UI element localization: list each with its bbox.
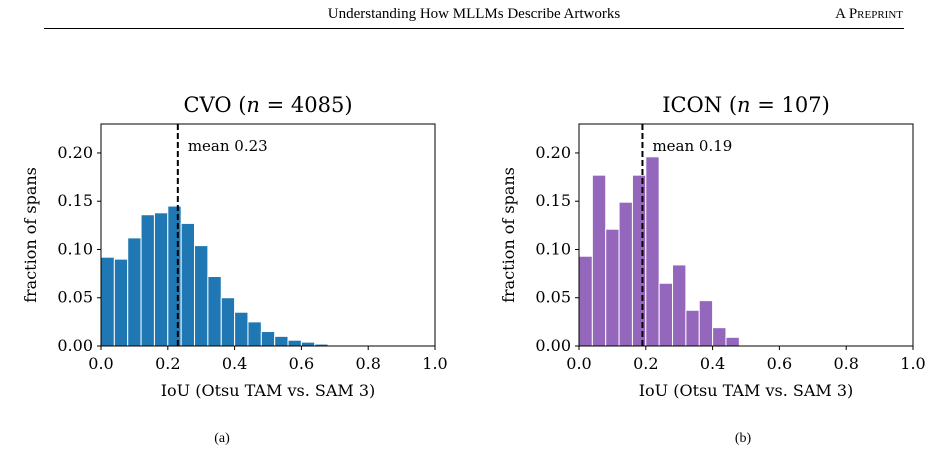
panel-b-bar bbox=[645, 156, 660, 347]
panel-a-axes-frame bbox=[100, 123, 436, 347]
panel-b-x-tick-label: 1.0 bbox=[900, 354, 925, 373]
panel-b-bar bbox=[605, 228, 620, 347]
panel-a-bar bbox=[113, 258, 129, 347]
panel-b-title-n: n bbox=[737, 93, 751, 117]
panel-a-bar bbox=[274, 335, 289, 347]
header-rule bbox=[44, 28, 904, 29]
panel-a-bar bbox=[100, 256, 115, 347]
panel-a-title-n: ( bbox=[238, 93, 246, 117]
panel-a-x-axis-label: IoU (Otsu TAM vs. SAM 3) bbox=[161, 381, 376, 400]
panel-b-mean-label: mean 0.19 bbox=[652, 137, 732, 155]
panel-b-y-tick-label: 0.15 bbox=[535, 191, 571, 210]
panel-a-bar bbox=[234, 311, 249, 347]
panel-b-y-axis-label: fraction of spans bbox=[499, 167, 518, 303]
running-title: Understanding How MLLMs Describe Artwork… bbox=[327, 6, 621, 22]
panel-a-y-tick-label: 0.20 bbox=[57, 143, 93, 162]
panel-a-bar bbox=[260, 331, 276, 347]
panel-b-title-n: ( bbox=[729, 93, 737, 117]
panel-b-y-tick-label: 0.20 bbox=[535, 143, 571, 162]
panel-a-x-tick-label: 0.8 bbox=[355, 354, 380, 373]
panel-b-bar bbox=[658, 282, 674, 347]
panel-b-y-tick-label: 0.10 bbox=[535, 239, 571, 258]
panel-a-bar bbox=[153, 212, 169, 347]
panel-a-x-tick-label: 0.4 bbox=[222, 354, 247, 373]
caption-b: (b) bbox=[734, 431, 752, 446]
panel-b-axes-frame bbox=[578, 123, 914, 347]
panel-b-x-tick-label: 0.6 bbox=[767, 354, 792, 373]
panel-b-bar bbox=[712, 327, 727, 347]
panel-a-bar bbox=[247, 321, 262, 347]
panel-b-title-n: = 107) bbox=[751, 93, 830, 117]
preprint-label: A Preprint bbox=[835, 6, 903, 22]
page-header: Understanding How MLLMs Describe Artwork… bbox=[0, 0, 948, 44]
panel-b-bar bbox=[698, 300, 714, 347]
panel-b-title-main: ICON bbox=[662, 93, 729, 117]
panel-a-title-main: CVO bbox=[183, 93, 238, 117]
panel-a-x-tick-label: 0.2 bbox=[155, 354, 180, 373]
panel-b-y-tick-label: 0.00 bbox=[535, 336, 571, 355]
caption-a: (a) bbox=[214, 431, 230, 446]
panel-a-y-tick-label: 0.10 bbox=[57, 239, 93, 258]
panel-b-y-tick-label: 0.05 bbox=[535, 288, 571, 307]
panel-a-x-tick-label: 1.0 bbox=[422, 354, 447, 373]
panel-a-title-n: = 4085) bbox=[260, 93, 353, 117]
panel-a-bar bbox=[180, 222, 196, 347]
panel-b-bar bbox=[578, 255, 593, 347]
panel-b-bar bbox=[631, 174, 647, 347]
panel-a-y-tick-label: 0.00 bbox=[57, 336, 93, 355]
panel-b-x-tick-label: 0.4 bbox=[700, 354, 725, 373]
panel-b-bar bbox=[725, 336, 740, 347]
panel-a-y-tick-label: 0.05 bbox=[57, 288, 93, 307]
panel-a-x-tick-label: 0.0 bbox=[88, 354, 113, 373]
panel-b-x-tick-label: 0.0 bbox=[566, 354, 591, 373]
panel-a-y-tick-label: 0.15 bbox=[57, 191, 93, 210]
panel-a-bar bbox=[194, 245, 209, 347]
panel-a-bar bbox=[220, 297, 236, 347]
panel-b-bar bbox=[685, 309, 700, 347]
panel-a-bar bbox=[207, 276, 222, 347]
panel-a-title-n: n bbox=[246, 93, 260, 117]
panel-b-title: ICON (n = 107) bbox=[662, 93, 830, 117]
panel-b-x-axis-label: IoU (Otsu TAM vs. SAM 3) bbox=[639, 381, 854, 400]
panel-b-bar bbox=[591, 174, 607, 347]
panel-b-x-tick-label: 0.2 bbox=[633, 354, 658, 373]
panel-a-bar bbox=[127, 237, 142, 347]
panel-a-bar bbox=[140, 214, 155, 347]
panel-b-x-tick-label: 0.8 bbox=[833, 354, 858, 373]
panel-a-bar bbox=[300, 341, 316, 347]
panel-a-title: CVO (n = 4085) bbox=[183, 93, 352, 117]
panel-a-bar bbox=[287, 339, 302, 347]
panel-a-mean-label: mean 0.23 bbox=[188, 137, 268, 155]
panel-b-bar bbox=[618, 201, 633, 347]
panel-b-bar bbox=[672, 264, 687, 347]
panel-a-x-tick-label: 0.6 bbox=[289, 354, 314, 373]
panel-a-bar bbox=[167, 205, 182, 347]
panel-a-y-axis-label: fraction of spans bbox=[21, 167, 40, 303]
